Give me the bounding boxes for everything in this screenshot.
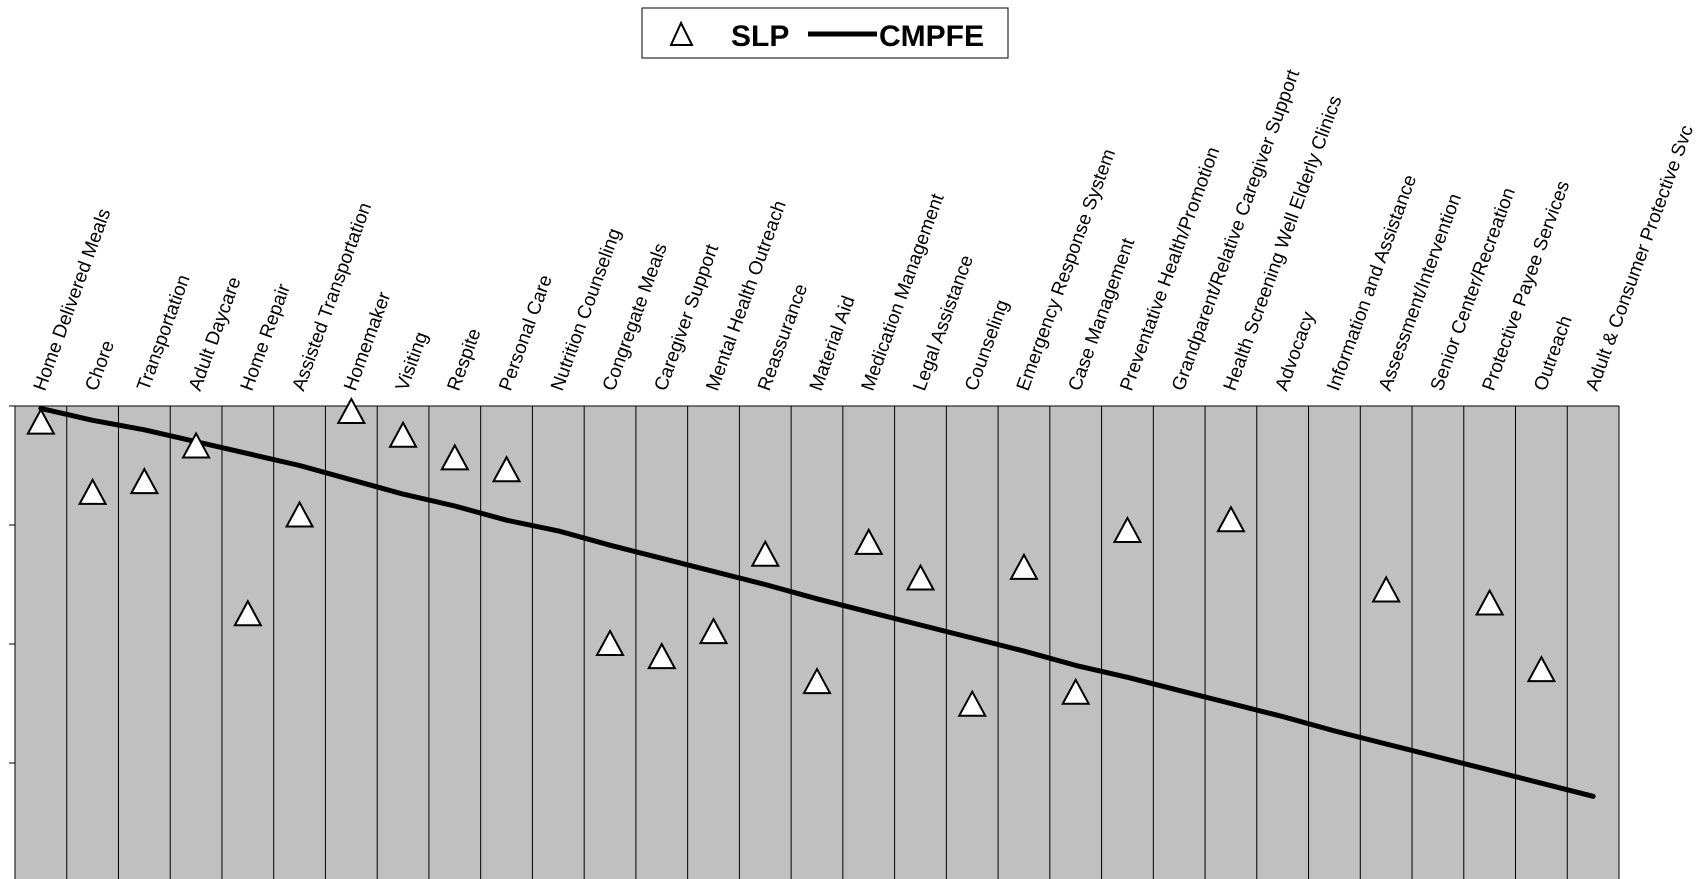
category-label: Transportation xyxy=(133,272,194,394)
category-label: Outreach xyxy=(1530,313,1576,394)
slp-marker xyxy=(388,420,418,448)
slp-marker xyxy=(1216,505,1246,533)
legend-slp-label: SLP xyxy=(731,20,789,53)
category-label: Chore xyxy=(82,338,119,394)
category-label: Material Aid xyxy=(806,293,860,393)
category-label: Adult & Consumer Protective Svc xyxy=(1582,123,1698,394)
slp-marker xyxy=(284,500,315,528)
slp-marker xyxy=(1061,677,1091,705)
category-label: Counseling xyxy=(961,297,1013,394)
slp-marker xyxy=(905,563,936,591)
slp-marker xyxy=(802,666,832,695)
slp-marker xyxy=(440,443,470,471)
grid-lines xyxy=(11,405,1620,879)
category-label: Personal Care xyxy=(496,272,557,393)
legend: SLP CMPFE xyxy=(641,7,1009,59)
category-label: Preventative Health/Promotion xyxy=(1116,144,1224,393)
slp-marker xyxy=(491,455,522,483)
slp-marker xyxy=(1474,588,1505,616)
slp-marker xyxy=(698,617,729,645)
legend-slp-marker xyxy=(669,20,694,46)
slp-marker xyxy=(595,628,625,656)
category-label: Reassurance xyxy=(754,281,812,393)
slp-marker xyxy=(1112,515,1143,543)
plot-area xyxy=(15,406,1619,879)
slp-marker xyxy=(233,599,263,627)
y-axis xyxy=(9,405,16,879)
slp-marker xyxy=(647,641,677,670)
slp-marker xyxy=(1526,655,1557,683)
slp-marker xyxy=(750,539,780,567)
category-label: Visiting xyxy=(392,329,433,393)
slp-markers xyxy=(26,396,1557,717)
category-label: Homemaker xyxy=(340,289,395,394)
legend-cmpfe-label: CMPFE xyxy=(879,20,984,53)
slp-marker xyxy=(1009,552,1039,580)
slp-marker xyxy=(1371,575,1401,603)
category-label: Adult Daycare xyxy=(185,274,246,393)
cmpfe-line-group xyxy=(38,405,1596,799)
category-label: Home Repair xyxy=(237,281,295,394)
slp-marker xyxy=(336,396,367,424)
category-label: Respite xyxy=(444,326,486,394)
slp-marker xyxy=(854,527,884,555)
slp-marker xyxy=(181,431,211,459)
slp-marker xyxy=(77,477,108,505)
slp-marker xyxy=(129,467,160,495)
slp-marker xyxy=(957,689,987,717)
category-label: Advocacy xyxy=(1272,309,1320,394)
cmpfe-line xyxy=(38,405,1596,799)
slp-marker xyxy=(26,407,56,435)
category-label: Emergency Response System xyxy=(1013,146,1120,393)
